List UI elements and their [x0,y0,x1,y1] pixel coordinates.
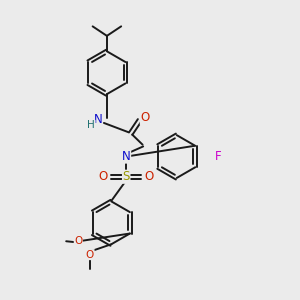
Text: O: O [140,111,150,124]
Text: O: O [74,236,82,246]
Text: F: F [214,150,221,163]
Text: N: N [94,113,102,126]
Text: O: O [86,250,94,260]
Text: O: O [98,170,108,183]
Text: N: N [122,150,130,163]
Text: O: O [145,170,154,183]
Text: H: H [87,120,95,130]
Text: S: S [122,170,130,183]
